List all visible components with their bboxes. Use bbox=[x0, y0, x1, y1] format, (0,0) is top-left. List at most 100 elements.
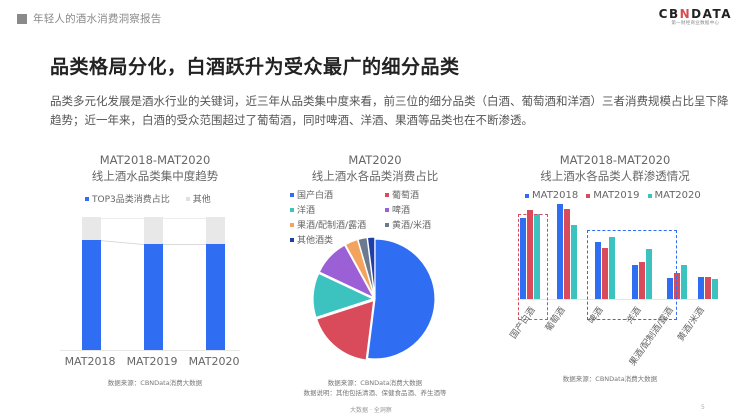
data-source: 数据来源：CBNData消费大数据 bbox=[107, 379, 203, 387]
data-note: 数据说明：其他包括清酒、保健食品酒、养生酒等 bbox=[303, 389, 447, 397]
legend-item-top3: TOP3品类消费占比 bbox=[85, 192, 170, 205]
legend-item-other: 其他 bbox=[185, 192, 211, 205]
bar bbox=[646, 249, 652, 299]
bar bbox=[571, 225, 577, 299]
chart-subtitle: 线上酒水各品类人群渗透情况 bbox=[540, 169, 690, 183]
legend-swatch-icon bbox=[385, 222, 389, 227]
legend-item: 果酒/配制酒/露酒 bbox=[290, 218, 385, 231]
legend-item-2019: MAT2019 bbox=[586, 190, 640, 201]
report-title: 年轻人的酒水消费洞察报告 bbox=[33, 13, 162, 25]
page-description: 品类多元化发展是酒水行业的关键词，近三年从品类集中度来看，前三位的细分品类（白酒… bbox=[50, 94, 729, 127]
header-square-icon bbox=[17, 13, 27, 24]
logo-mark: N bbox=[679, 7, 692, 21]
highlight-box-growing bbox=[587, 230, 677, 320]
pie-slice bbox=[318, 244, 375, 299]
stacked-bar bbox=[82, 217, 101, 350]
bar bbox=[527, 210, 533, 299]
bar bbox=[564, 209, 570, 299]
bar bbox=[639, 261, 645, 299]
chart-legend: 国产白酒 葡萄酒 洋酒 啤酒 果酒/配制酒/露酒 黄酒/米酒 其他酒类 bbox=[290, 188, 480, 246]
x-label: MAT2018 bbox=[64, 355, 116, 368]
legend-swatch-icon bbox=[290, 237, 294, 242]
pie-slice bbox=[312, 272, 375, 319]
x-label: 黄酒/米酒 bbox=[676, 305, 707, 344]
bar-segment-top3 bbox=[144, 243, 163, 350]
chart-title: MAT2018-MAT2020 bbox=[559, 153, 671, 167]
chart-title: MAT2020 bbox=[348, 153, 402, 167]
legend-swatch-icon bbox=[290, 192, 294, 197]
x-label: MAT2020 bbox=[188, 355, 240, 368]
pie-slice bbox=[366, 236, 376, 298]
bar bbox=[534, 214, 540, 299]
bar-group bbox=[667, 265, 687, 299]
bar bbox=[698, 276, 704, 299]
penetration-chart: MAT2018-MAT2020 线上酒水各品类人群渗透情况 MAT2018 MA… bbox=[505, 152, 725, 392]
logo-text-right: DATA bbox=[691, 7, 732, 21]
legend-swatch-icon bbox=[290, 222, 294, 227]
pie-slice bbox=[366, 238, 436, 360]
bar bbox=[557, 204, 563, 299]
page-number: 5 bbox=[701, 404, 705, 411]
bar bbox=[602, 247, 608, 299]
bar-group bbox=[520, 210, 540, 299]
legend-swatch-icon bbox=[290, 207, 294, 212]
bar-segment-other bbox=[206, 217, 225, 244]
legend-swatch-icon bbox=[586, 193, 591, 198]
bar-segment-top3 bbox=[206, 243, 225, 350]
chart-subtitle: 线上酒水各品类消费占比 bbox=[311, 169, 439, 183]
legend-swatch-icon bbox=[85, 196, 89, 201]
bar bbox=[674, 272, 680, 299]
pie bbox=[312, 236, 438, 366]
chart-title: MAT2018-MAT2020 bbox=[99, 153, 211, 167]
legend-item: 洋酒 bbox=[290, 203, 385, 216]
legend-item: 国产白酒 bbox=[290, 188, 385, 201]
logo-text-left: CB bbox=[658, 7, 680, 21]
legend-swatch-icon bbox=[647, 193, 652, 198]
legend-item: 黄酒/米酒 bbox=[385, 218, 480, 231]
legend-swatch-icon bbox=[385, 192, 389, 197]
bar bbox=[609, 236, 615, 299]
pie-slice bbox=[315, 299, 375, 361]
legend-item: 啤酒 bbox=[385, 203, 480, 216]
data-source-block: 数据来源：CBNData消费大数据 数据说明：其他包括清酒、保健食品酒、养生酒等 bbox=[270, 378, 480, 398]
bar bbox=[712, 279, 718, 299]
connector-lines bbox=[100, 218, 206, 246]
bar-group bbox=[698, 276, 718, 299]
bar bbox=[705, 276, 711, 299]
bar bbox=[520, 217, 526, 299]
legend-swatch-icon bbox=[185, 196, 190, 201]
bar bbox=[632, 265, 638, 299]
highlight-box-baijiu bbox=[518, 214, 548, 320]
data-source: 数据来源：CBNData消费大数据 bbox=[562, 375, 658, 383]
chart-subtitle: 线上酒水品类集中度趋势 bbox=[91, 169, 219, 183]
chart-legend: MAT2018 MAT2019 MAT2020 bbox=[525, 190, 725, 201]
plot-area bbox=[60, 217, 240, 351]
cbndata-logo: CBNDATA 第一财经商业数据中心 bbox=[659, 8, 732, 27]
bar bbox=[595, 241, 601, 299]
logo-subtitle: 第一财经商业数据中心 bbox=[671, 21, 720, 26]
pie-svg bbox=[312, 236, 436, 361]
plot-area bbox=[515, 200, 718, 300]
bar-group bbox=[557, 204, 577, 299]
category-share-pie-chart: MAT2020 线上酒水各品类消费占比 国产白酒 葡萄酒 洋酒 啤酒 果酒/配制酒/露酒… bbox=[270, 152, 480, 397]
legend-item-2018: MAT2018 bbox=[525, 190, 578, 201]
footer-tagline: 大数据 · 全洞察 bbox=[350, 407, 392, 414]
bar-segment-other bbox=[82, 217, 101, 240]
concentration-trend-chart: MAT2018-MAT2020 线上酒水品类集中度趋势 TOP3品类消费占比 其… bbox=[50, 152, 260, 392]
legend-item: 葡萄酒 bbox=[385, 188, 480, 201]
page-headline: 品类格局分化，白酒跃升为受众最广的细分品类 bbox=[50, 56, 460, 78]
report-header: 年轻人的酒水消费洞察报告 bbox=[17, 11, 161, 26]
bar-group bbox=[595, 236, 615, 299]
x-label: 国产白酒 bbox=[508, 305, 538, 341]
chart-legend: TOP3品类消费占比 其他 bbox=[85, 192, 260, 205]
data-source: 数据来源：CBNData消费大数据 bbox=[327, 379, 423, 387]
legend-swatch-icon bbox=[525, 193, 529, 198]
bar bbox=[667, 277, 673, 299]
x-label: MAT2019 bbox=[126, 355, 178, 368]
stacked-bar bbox=[144, 217, 163, 350]
bar-group bbox=[632, 249, 652, 299]
stacked-bar bbox=[206, 217, 225, 350]
legend-swatch-icon bbox=[385, 207, 389, 212]
bar-segment-other bbox=[144, 217, 163, 244]
legend-item: 其他酒类 bbox=[290, 233, 385, 246]
